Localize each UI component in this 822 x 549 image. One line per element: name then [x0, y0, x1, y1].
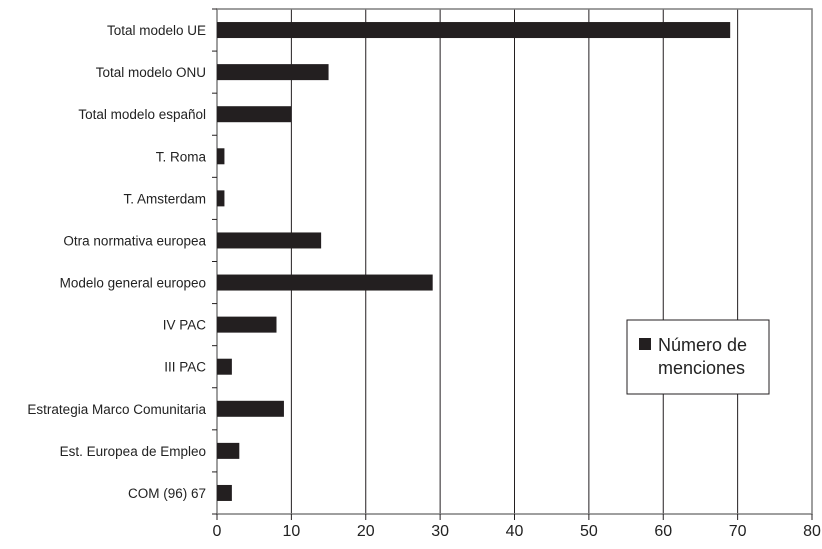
- category-label-6: Modelo general europeo: [60, 276, 206, 291]
- x-tick-label-7: 70: [729, 523, 747, 540]
- x-tick-label-4: 40: [506, 523, 524, 540]
- category-label-0: Total modelo UE: [107, 23, 206, 38]
- legend-box: [626, 319, 770, 395]
- category-labels: Total modelo UE Total modelo ONU Total mod…: [27, 23, 206, 501]
- bar-0: [217, 22, 731, 39]
- category-label-9: Estrategia Marco Comunitaria: [27, 402, 206, 417]
- y-axis-ticks: [212, 8, 217, 515]
- x-tick-label-3: 30: [431, 523, 449, 540]
- category-label-11: COM (96) 67: [128, 486, 206, 501]
- category-label-7: IV PAC: [163, 318, 207, 333]
- category-label-5: Otra normativa europea: [63, 233, 206, 248]
- legend-label-line1: Número de: [658, 335, 747, 355]
- category-label-1: Total modelo ONU: [96, 65, 206, 80]
- bar-7: [217, 316, 277, 333]
- category-label-10: Est. Europea de Empleo: [60, 444, 206, 459]
- x-tick-label-5: 50: [580, 523, 598, 540]
- bar-1: [217, 64, 329, 81]
- category-label-8: III PAC: [164, 360, 206, 375]
- category-label-3: T. Roma: [156, 149, 207, 164]
- category-label-4: T. Amsterdam: [123, 191, 206, 206]
- category-label-2: Total modelo español: [78, 107, 206, 122]
- bar-6: [217, 274, 433, 291]
- x-tick-label-6: 60: [654, 523, 672, 540]
- bar-2: [217, 106, 292, 123]
- legend: Número de menciones: [626, 319, 770, 395]
- bar-9: [217, 400, 284, 417]
- bar-10: [217, 442, 240, 459]
- legend-label-line2: menciones: [658, 358, 745, 378]
- bar-3: [217, 148, 225, 165]
- bar-8: [217, 358, 232, 375]
- x-tick-label-2: 20: [357, 523, 375, 540]
- x-tick-label-0: 0: [213, 523, 222, 540]
- legend-swatch: [639, 338, 651, 350]
- bars: [217, 22, 731, 501]
- bar-11: [217, 484, 232, 501]
- bar-5: [217, 232, 322, 249]
- x-tick-label-1: 10: [282, 523, 300, 540]
- x-tick-label-8: 80: [803, 523, 821, 540]
- grid-lines: [290, 9, 739, 514]
- x-axis-tick-labels: 0 10 20 30 40 50 60 70 80: [213, 514, 821, 540]
- bar-4: [217, 190, 225, 207]
